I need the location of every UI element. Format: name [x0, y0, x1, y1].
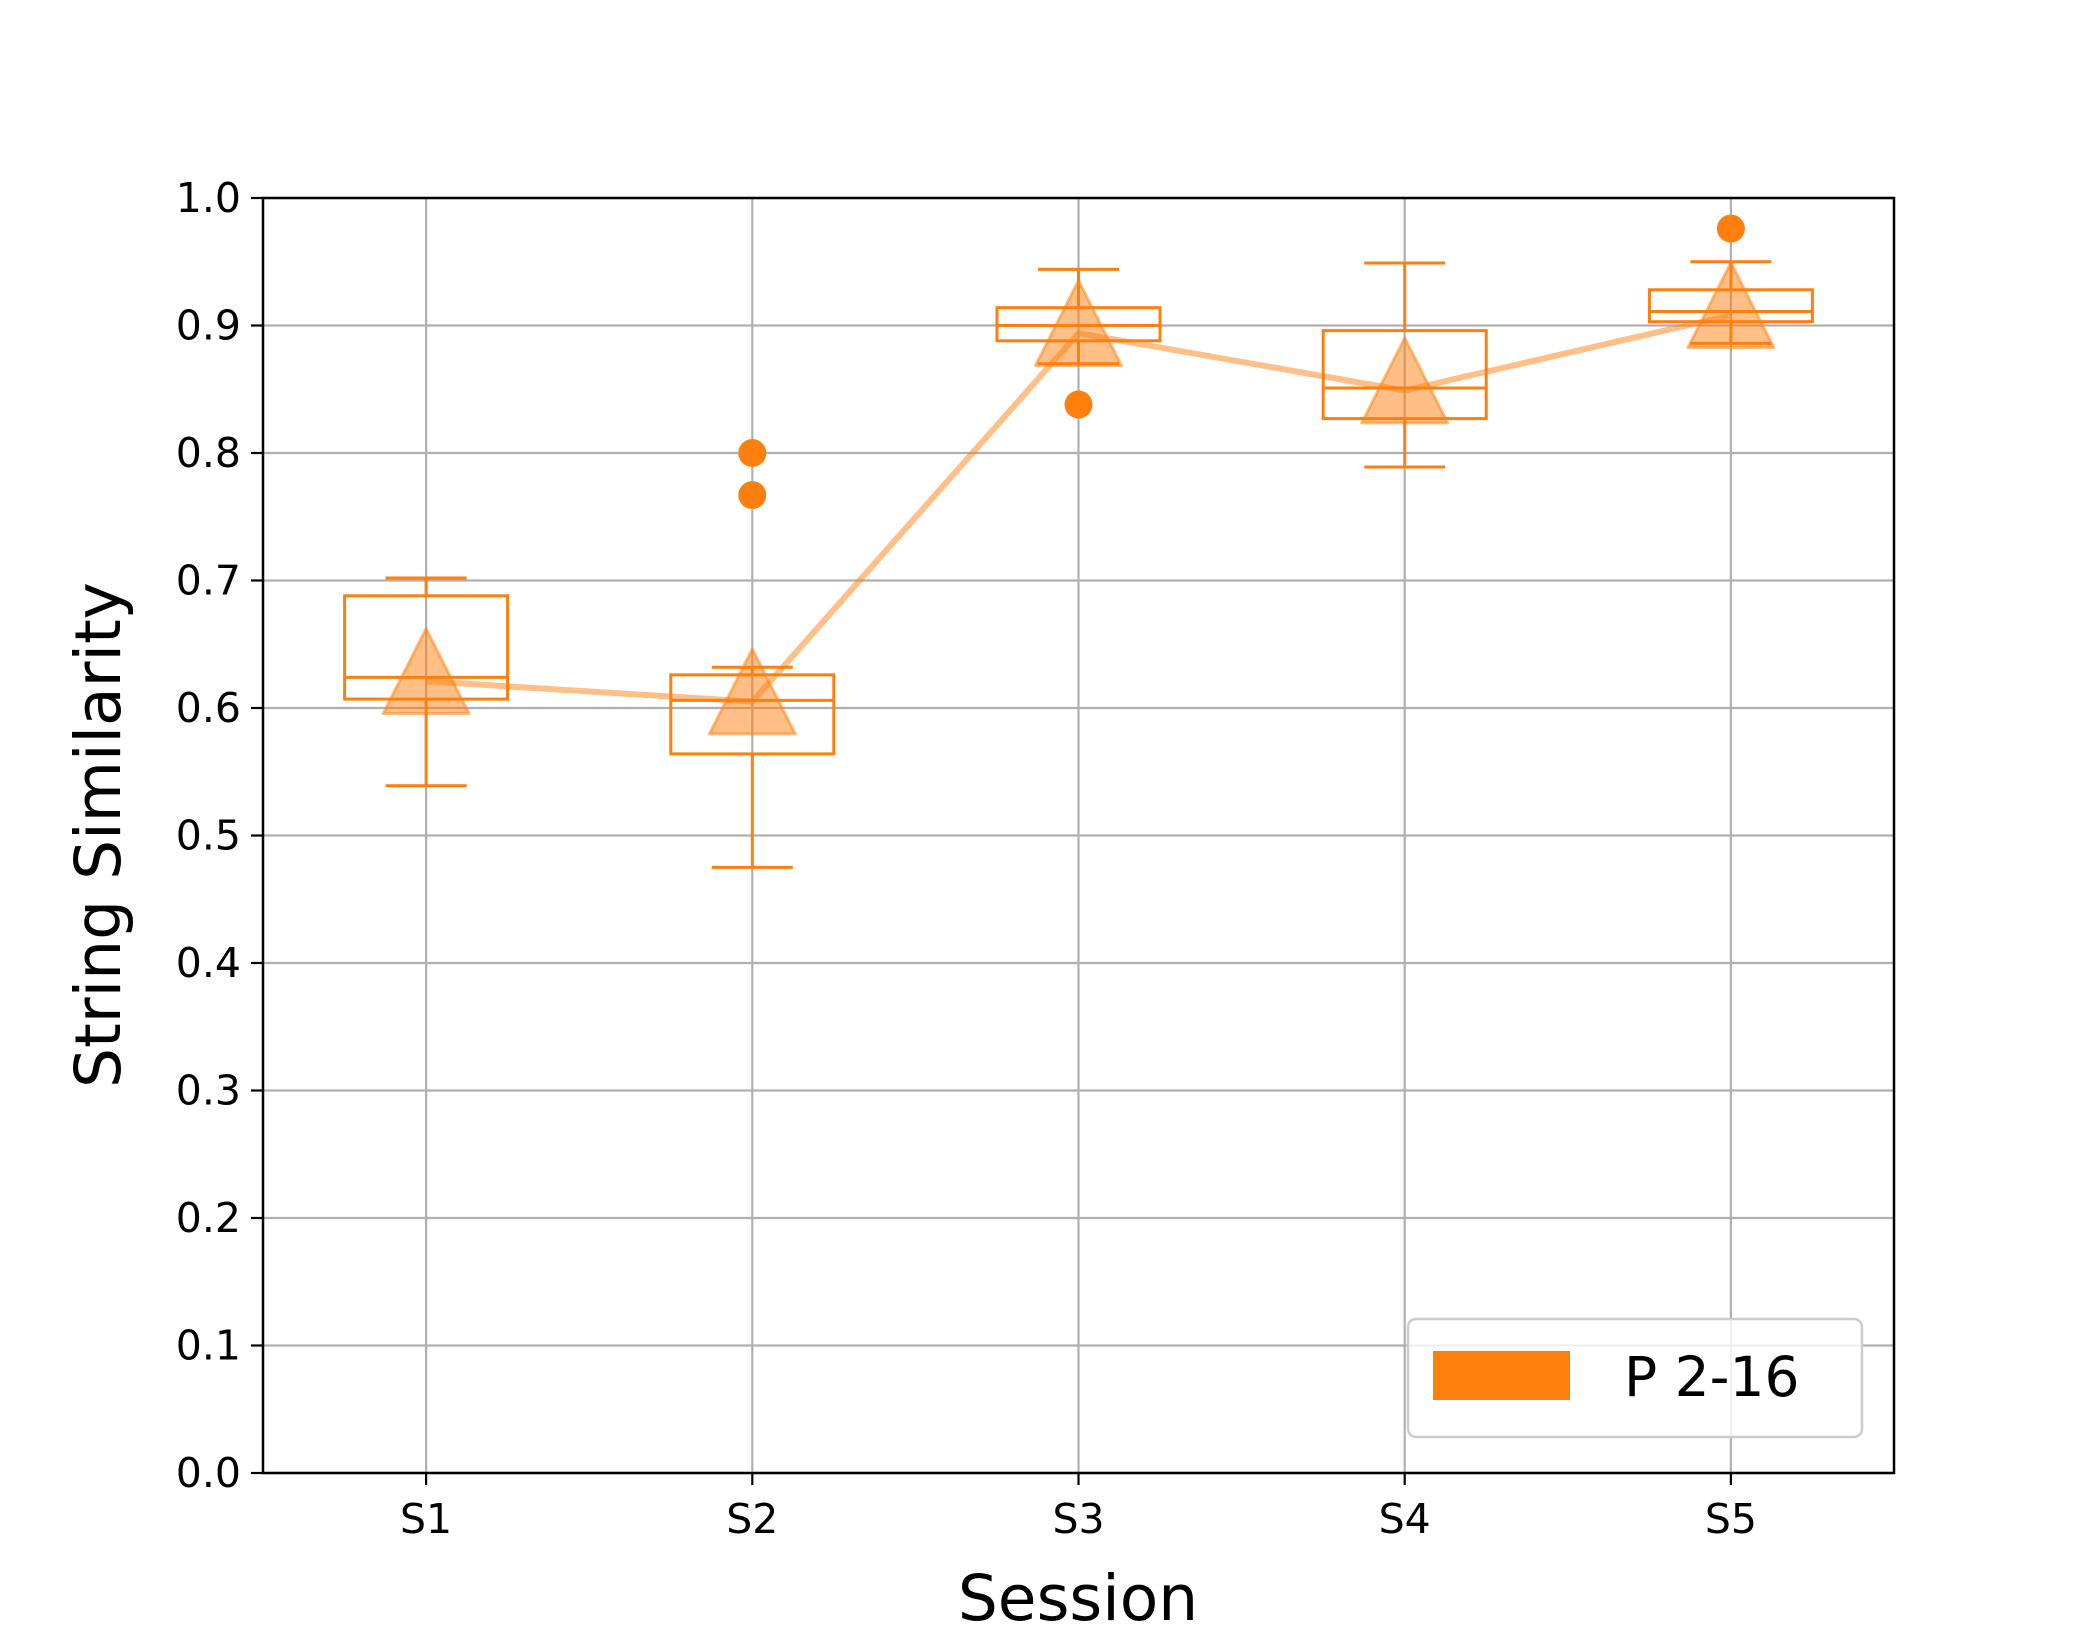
y-tick-label: 0.8 — [176, 429, 241, 477]
y-tick-label: 0.5 — [176, 812, 241, 860]
y-tick-label: 0.1 — [176, 1322, 241, 1370]
mean-marker — [381, 627, 471, 716]
y-axis-title: String Similarity — [62, 582, 135, 1088]
legend-label: P 2-16 — [1624, 1345, 1799, 1409]
outlier-point — [738, 439, 767, 467]
y-tick-label: 0.9 — [176, 302, 241, 350]
x-axis-title: Session — [958, 1562, 1198, 1635]
legend-swatch — [1433, 1351, 1570, 1400]
mean-marker — [1034, 278, 1123, 367]
x-tick-label: S3 — [1052, 1495, 1104, 1543]
plot-area — [343, 214, 1814, 869]
x-tick-label: S2 — [726, 1495, 778, 1543]
y-tick-label: 0.6 — [176, 684, 241, 732]
y-tick-label: 0.7 — [176, 557, 241, 605]
axes: 0.0 0.1 0.2 0.3 0.4 0.5 0.6 0.7 0.8 0.9 1.0 S1 S2 S3 S… — [176, 174, 1757, 1543]
legend: P 2-16 — [1406, 1317, 1864, 1439]
y-tick-label: 1.0 — [176, 174, 241, 222]
y-tick-label: 0.0 — [176, 1449, 241, 1497]
legend-frame — [1406, 1317, 1864, 1439]
outlier-point — [738, 481, 767, 510]
y-tick-label: 0.4 — [176, 939, 241, 987]
x-tick-label: S1 — [400, 1495, 452, 1543]
x-tick-label: S4 — [1379, 1495, 1431, 1543]
mean-marker — [1360, 336, 1450, 425]
y-tick-label: 0.3 — [176, 1067, 241, 1115]
mean-marker — [1686, 261, 1776, 350]
mean-marker — [707, 647, 797, 736]
y-tick-label: 0.2 — [176, 1194, 241, 1242]
outlier-point — [1716, 214, 1745, 243]
outlier-point — [1064, 390, 1093, 419]
grid-lines — [263, 196, 1894, 1475]
x-tick-label: S5 — [1705, 1495, 1757, 1543]
